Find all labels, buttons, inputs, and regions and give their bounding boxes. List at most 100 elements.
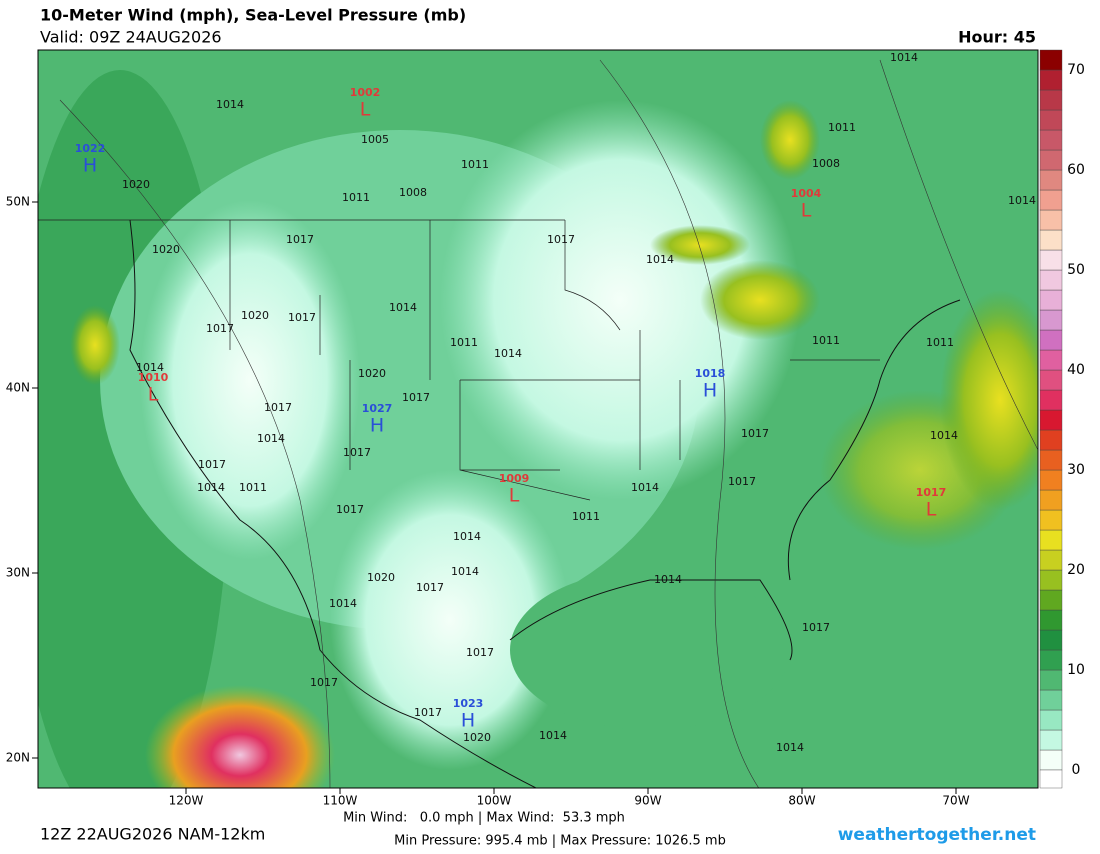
isobar-label: 1020 bbox=[241, 309, 269, 322]
isobar-label: 1020 bbox=[122, 178, 150, 191]
colorbar-tick-label: 70 bbox=[1067, 62, 1085, 78]
isobar-label: 1017 bbox=[802, 621, 830, 634]
isobar-label: 1011 bbox=[239, 481, 267, 494]
lon-label: 120W bbox=[169, 794, 204, 808]
isobar-label: 1011 bbox=[812, 334, 840, 347]
isobar-label: 1017 bbox=[416, 581, 444, 594]
center-value: 1023 bbox=[453, 697, 484, 710]
colorbar-band bbox=[1039, 549, 1063, 571]
isobar-label: 1017 bbox=[402, 391, 430, 404]
lon-label: 70W bbox=[942, 794, 969, 808]
colorbar-band bbox=[1039, 649, 1063, 671]
colorbar: 70 60 50 40 30 20 10 0 bbox=[1039, 49, 1085, 789]
center-letter: L bbox=[926, 499, 937, 521]
lat-label: 50N bbox=[6, 195, 30, 209]
isobar-label: 1014 bbox=[389, 301, 417, 314]
colorbar-tick-label: 60 bbox=[1067, 162, 1085, 178]
colorbar-band bbox=[1039, 149, 1063, 171]
colorbar-band bbox=[1039, 509, 1063, 531]
lat-label: 30N bbox=[6, 566, 30, 580]
isobar-label: 1011 bbox=[828, 121, 856, 134]
center-letter: H bbox=[83, 155, 97, 177]
isobar-label: 1020 bbox=[463, 731, 491, 744]
isobar-label: 1014 bbox=[494, 347, 522, 360]
isobar-label: 1014 bbox=[216, 98, 244, 111]
colorbar-band bbox=[1039, 709, 1063, 731]
map-field bbox=[38, 50, 1038, 788]
colorbar-tick-label: 50 bbox=[1067, 262, 1085, 278]
valid-time: Valid: 09Z 24AUG2026 bbox=[40, 28, 222, 47]
center-letter: H bbox=[461, 710, 475, 732]
isobar-label: 1014 bbox=[930, 429, 958, 442]
isobar-label: 1017 bbox=[336, 503, 364, 516]
isobar-label: 1005 bbox=[361, 133, 389, 146]
isobar-label: 1017 bbox=[286, 233, 314, 246]
center-value: 1018 bbox=[695, 367, 726, 380]
model-run: 12Z 22AUG2026 NAM-12km bbox=[40, 825, 265, 844]
center-letter: H bbox=[370, 415, 384, 437]
colorbar-tick-label: 20 bbox=[1067, 562, 1085, 578]
colorbar-band bbox=[1039, 109, 1063, 131]
colorbar-band bbox=[1039, 229, 1063, 251]
center-letter: L bbox=[801, 200, 812, 222]
isobar-label: 1017 bbox=[414, 706, 442, 719]
colorbar-band bbox=[1039, 209, 1063, 231]
isobar-label: 1014 bbox=[1008, 194, 1036, 207]
isobar-label: 1017 bbox=[466, 646, 494, 659]
lon-label: 80W bbox=[788, 794, 815, 808]
colorbar-band bbox=[1039, 489, 1063, 511]
lat-label: 20N bbox=[6, 751, 30, 765]
center-letter: H bbox=[703, 380, 717, 402]
colorbar-band bbox=[1039, 189, 1063, 211]
colorbar-band bbox=[1039, 349, 1063, 371]
colorbar-band bbox=[1039, 749, 1063, 771]
center-value: 1027 bbox=[362, 402, 393, 415]
colorbar-band bbox=[1039, 89, 1063, 111]
colorbar-tick-label: 0 bbox=[1072, 762, 1081, 778]
colorbar-band bbox=[1039, 169, 1063, 191]
isobar-label: 1014 bbox=[329, 597, 357, 610]
isobar-label: 1014 bbox=[776, 741, 804, 754]
wind-stats: Min Wind: 0.0 mph | Max Wind: 53.3 mph bbox=[343, 811, 625, 826]
center-letter: L bbox=[360, 99, 371, 121]
center-letter: L bbox=[148, 384, 159, 406]
colorbar-tick-label: 10 bbox=[1067, 662, 1085, 678]
isobar-label: 1020 bbox=[152, 243, 180, 256]
isobar-label: 1011 bbox=[342, 191, 370, 204]
isobar-label: 1017 bbox=[343, 446, 371, 459]
colorbar-band bbox=[1039, 429, 1063, 451]
isobar-label: 1017 bbox=[728, 475, 756, 488]
colorbar-band bbox=[1039, 309, 1063, 331]
colorbar-band bbox=[1039, 409, 1063, 431]
isobar-label: 1011 bbox=[450, 336, 478, 349]
isobar-label: 1014 bbox=[539, 729, 567, 742]
isobar-label: 1014 bbox=[890, 51, 918, 64]
colorbar-band bbox=[1039, 449, 1063, 471]
colorbar-band bbox=[1039, 369, 1063, 391]
forecast-hour: Hour: 45 bbox=[958, 28, 1036, 47]
colorbar-band bbox=[1039, 589, 1063, 611]
isobar-label: 1017 bbox=[198, 458, 226, 471]
isobar-label: 1014 bbox=[654, 573, 682, 586]
center-value: 1002 bbox=[350, 86, 381, 99]
isobar-label: 1008 bbox=[812, 157, 840, 170]
isobar-label: 1017 bbox=[310, 676, 338, 689]
isobar-label: 1020 bbox=[367, 571, 395, 584]
colorbar-band bbox=[1039, 629, 1063, 651]
colorbar-band bbox=[1039, 269, 1063, 291]
lat-label: 40N bbox=[6, 381, 30, 395]
colorbar-band bbox=[1039, 49, 1063, 71]
colorbar-band bbox=[1039, 69, 1063, 91]
isobar-label: 1017 bbox=[741, 427, 769, 440]
colorbar-below bbox=[1039, 769, 1063, 789]
colorbar-band bbox=[1039, 129, 1063, 151]
isobar-label: 1011 bbox=[926, 336, 954, 349]
isobar-label: 1020 bbox=[358, 367, 386, 380]
center-value: 1010 bbox=[138, 371, 169, 384]
isobar-label: 1014 bbox=[453, 530, 481, 543]
pressure-stats: Min Pressure: 995.4 mb | Max Pressure: 1… bbox=[394, 834, 726, 849]
center-value: 1022 bbox=[75, 142, 106, 155]
colorbar-tick-label: 40 bbox=[1067, 362, 1085, 378]
map-frame bbox=[37, 49, 1039, 789]
